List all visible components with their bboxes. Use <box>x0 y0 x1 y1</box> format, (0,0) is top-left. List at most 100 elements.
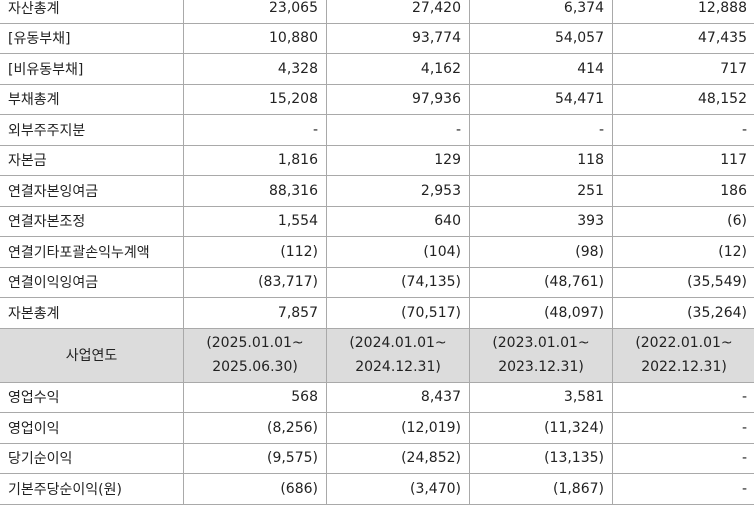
period-end: 2023.12.31) <box>498 359 584 375</box>
row-label: 연결자본조정 <box>0 205 184 237</box>
period-start: (2022.01.01~ <box>635 335 733 351</box>
value-cell: (83,717) <box>183 266 327 298</box>
value-cell: 4,328 <box>183 53 327 85</box>
value-cell: (13,135) <box>469 442 613 474</box>
period-cell: (2025.01.01~ 2025.06.30) <box>183 327 327 383</box>
row-label: 부채총계 <box>0 83 184 115</box>
table-row: [비유동부채] 4,328 4,162 414 717 <box>0 53 754 85</box>
table-row: 연결이익잉여금 (83,717) (74,135) (48,761) (35,5… <box>0 266 754 298</box>
row-label: 영업수익 <box>0 381 184 413</box>
value-cell: 1,816 <box>183 144 327 176</box>
value-cell: 640 <box>326 205 470 237</box>
value-cell: 23,065 <box>183 0 327 24</box>
table-row: 연결자본조정 1,554 640 393 (6) <box>0 205 754 237</box>
value-cell: 47,435 <box>612 22 754 54</box>
value-cell: (98) <box>469 236 613 268</box>
value-cell: (48,761) <box>469 266 613 298</box>
value-cell: 2,953 <box>326 175 470 207</box>
table-row: 연결기타포괄손익누계액 (112) (104) (98) (12) <box>0 236 754 268</box>
value-cell: (11,324) <box>469 412 613 444</box>
value-cell: 393 <box>469 205 613 237</box>
row-label: 외부주주지분 <box>0 114 184 146</box>
value-cell: (112) <box>183 236 327 268</box>
table-row: 자본금 1,816 129 118 117 <box>0 144 754 176</box>
row-label: [비유동부채] <box>0 53 184 85</box>
value-cell: 717 <box>612 53 754 85</box>
period-cell: (2024.01.01~ 2024.12.31) <box>326 327 470 383</box>
period-header-label: 사업연도 <box>0 327 184 383</box>
value-cell: - <box>469 114 613 146</box>
value-cell: - <box>612 381 754 413</box>
table-row: 영업수익 568 8,437 3,581 - <box>0 381 754 413</box>
period-cell: (2022.01.01~ 2022.12.31) <box>612 327 754 383</box>
period-start: (2025.01.01~ <box>206 335 304 351</box>
value-cell: - <box>183 114 327 146</box>
value-cell: - <box>612 412 754 444</box>
table-row: 외부주주지분 - - - - <box>0 114 754 146</box>
value-cell: 8,437 <box>326 381 470 413</box>
value-cell: 54,471 <box>469 83 613 115</box>
value-cell: (686) <box>183 473 327 505</box>
row-label: 연결자본잉여금 <box>0 175 184 207</box>
value-cell: (3,470) <box>326 473 470 505</box>
value-cell: (1,867) <box>469 473 613 505</box>
value-cell: (48,097) <box>469 297 613 329</box>
value-cell: - <box>326 114 470 146</box>
period-end: 2022.12.31) <box>641 359 727 375</box>
value-cell: 117 <box>612 144 754 176</box>
table-row: 부채총계 15,208 97,936 54,471 48,152 <box>0 83 754 115</box>
row-label: 당기순이익 <box>0 442 184 474</box>
value-cell: 4,162 <box>326 53 470 85</box>
period-header-row: 사업연도 (2025.01.01~ 2025.06.30) (2024.01.0… <box>0 327 754 383</box>
row-label: [유동부채] <box>0 22 184 54</box>
value-cell: 88,316 <box>183 175 327 207</box>
value-cell: (74,135) <box>326 266 470 298</box>
table-row: [유동부채] 10,880 93,774 54,057 47,435 <box>0 22 754 54</box>
value-cell: 129 <box>326 144 470 176</box>
value-cell: (6) <box>612 205 754 237</box>
period-start: (2023.01.01~ <box>492 335 590 351</box>
value-cell: - <box>612 442 754 474</box>
value-cell: 27,420 <box>326 0 470 24</box>
value-cell: - <box>612 114 754 146</box>
value-cell: 414 <box>469 53 613 85</box>
value-cell: 15,208 <box>183 83 327 115</box>
table-row: 자본총계 7,857 (70,517) (48,097) (35,264) <box>0 297 754 329</box>
value-cell: 7,857 <box>183 297 327 329</box>
value-cell: (12,019) <box>326 412 470 444</box>
value-cell: (70,517) <box>326 297 470 329</box>
value-cell: 10,880 <box>183 22 327 54</box>
value-cell: 1,554 <box>183 205 327 237</box>
value-cell: 186 <box>612 175 754 207</box>
table-row: 자산총계 23,065 27,420 6,374 12,888 <box>0 0 754 24</box>
period-start: (2024.01.01~ <box>349 335 447 351</box>
value-cell: (12) <box>612 236 754 268</box>
value-cell: 568 <box>183 381 327 413</box>
value-cell: (8,256) <box>183 412 327 444</box>
value-cell: 118 <box>469 144 613 176</box>
table-row: 기본주당순이익(원) (686) (3,470) (1,867) - <box>0 473 754 505</box>
row-label: 영업이익 <box>0 412 184 444</box>
value-cell: (9,575) <box>183 442 327 474</box>
value-cell: 3,581 <box>469 381 613 413</box>
value-cell: (104) <box>326 236 470 268</box>
value-cell: 48,152 <box>612 83 754 115</box>
value-cell: (35,549) <box>612 266 754 298</box>
value-cell: (24,852) <box>326 442 470 474</box>
period-end: 2025.06.30) <box>212 359 298 375</box>
table-row: 연결자본잉여금 88,316 2,953 251 186 <box>0 175 754 207</box>
row-label: 연결이익잉여금 <box>0 266 184 298</box>
period-end: 2024.12.31) <box>355 359 441 375</box>
row-label: 자본금 <box>0 144 184 176</box>
value-cell: (35,264) <box>612 297 754 329</box>
row-label: 연결기타포괄손익누계액 <box>0 236 184 268</box>
period-cell: (2023.01.01~ 2023.12.31) <box>469 327 613 383</box>
value-cell: 251 <box>469 175 613 207</box>
value-cell: - <box>612 473 754 505</box>
row-label: 기본주당순이익(원) <box>0 473 184 505</box>
row-label: 자본총계 <box>0 297 184 329</box>
value-cell: 97,936 <box>326 83 470 115</box>
value-cell: 12,888 <box>612 0 754 24</box>
row-label: 자산총계 <box>0 0 184 24</box>
